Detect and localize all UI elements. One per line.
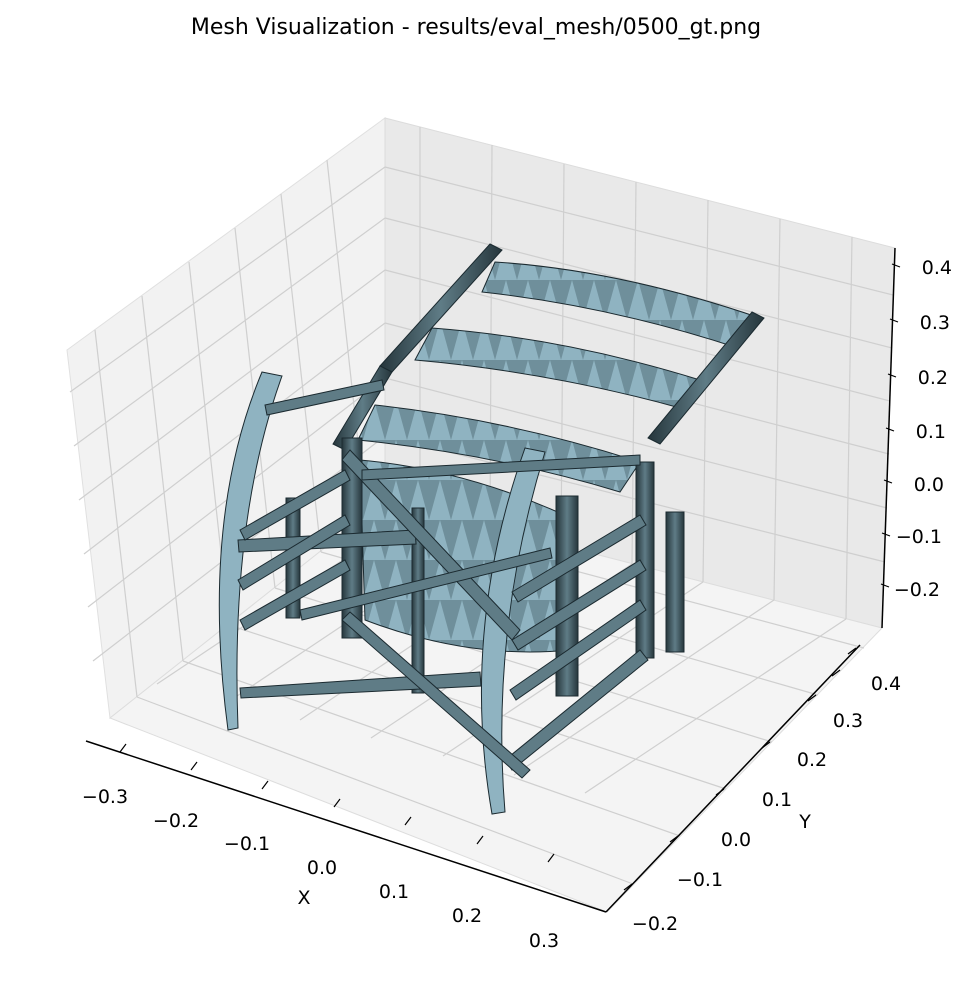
z-tick-mark: [881, 532, 891, 537]
z-tick-label: 0.3: [920, 312, 950, 334]
y-tick-mark: [623, 883, 633, 891]
y-tick-mark: [847, 647, 857, 655]
z-tick-label: 0.4: [922, 257, 952, 279]
axis-lines: [85, 247, 896, 913]
y-axis-line: [605, 644, 861, 913]
x-axis-line: [85, 740, 607, 913]
z-tick-label: 0.1: [916, 421, 946, 443]
z-tick-label: 0.0: [914, 474, 944, 496]
left-rocker: [218, 371, 283, 731]
x-tick-mark: [119, 743, 127, 753]
x-tick-mark: [547, 853, 555, 863]
x-tick-mark: [190, 761, 198, 771]
y-tick-label: 0.0: [721, 829, 751, 851]
x-tick-label: 0.0: [307, 857, 337, 879]
y-tick-mark: [669, 835, 679, 843]
x-tick-mark: [404, 816, 412, 826]
y-tick-mark: [715, 788, 725, 796]
back-slat-bottom: [357, 404, 641, 493]
z-tick-mark: [880, 583, 890, 588]
y-tick-label: 0.3: [833, 710, 863, 732]
x-tick-label: 0.3: [529, 930, 559, 952]
y-tick-label: 0.4: [871, 673, 901, 695]
x-ticks: −0.3 −0.2 −0.1 0.0 0.1 0.2 0.3 X: [82, 743, 559, 952]
y-tick-label: −0.1: [677, 869, 723, 891]
post-center: [555, 495, 579, 697]
x-tick-label: −0.3: [82, 786, 128, 808]
y-tick-mark: [831, 669, 841, 677]
z-tick-mark: [891, 263, 901, 268]
y-ticks: −0.2 −0.1 0.0 0.1 0.2 0.3 0.4 Y: [623, 647, 901, 935]
z-ticks: −0.2 −0.1 0.0 0.1 0.2 0.3 0.4: [880, 257, 952, 601]
x-tick-mark: [476, 835, 484, 845]
z-tick-mark: [887, 373, 897, 378]
z-tick-mark: [889, 318, 899, 323]
z-tick-label: −0.1: [896, 526, 942, 548]
grid-lines: [69, 127, 894, 885]
z-tick-mark: [883, 479, 893, 484]
z-tick-mark: [885, 427, 895, 432]
y-tick-label: 0.2: [797, 749, 827, 771]
y-tick-mark: [761, 741, 771, 749]
x-tick-label: 0.2: [452, 905, 482, 927]
post-front-mid: [411, 507, 425, 694]
x-tick-label: 0.1: [379, 881, 409, 903]
back-post-right: [647, 311, 765, 445]
x-axis-label: X: [297, 887, 310, 909]
chair-mesh: [218, 243, 765, 815]
x-tick-mark: [333, 798, 341, 808]
post-far-right: [665, 511, 685, 653]
y-tick-label: 0.1: [762, 789, 792, 811]
x-tick-label: −0.1: [224, 833, 270, 855]
x-tick-label: −0.2: [153, 810, 199, 832]
x-tick-mark: [261, 780, 269, 790]
rungs: [237, 379, 649, 779]
z-axis-line: [881, 247, 896, 629]
post-right: [635, 461, 655, 659]
z-tick-label: 0.2: [918, 367, 948, 389]
y-axis-label: Y: [798, 811, 811, 833]
y-tick-label: −0.2: [632, 913, 678, 935]
figure-title: Mesh Visualization - results/eval_mesh/0…: [191, 15, 761, 40]
z-tick-label: −0.2: [894, 579, 940, 601]
y-tick-mark: [807, 694, 817, 702]
